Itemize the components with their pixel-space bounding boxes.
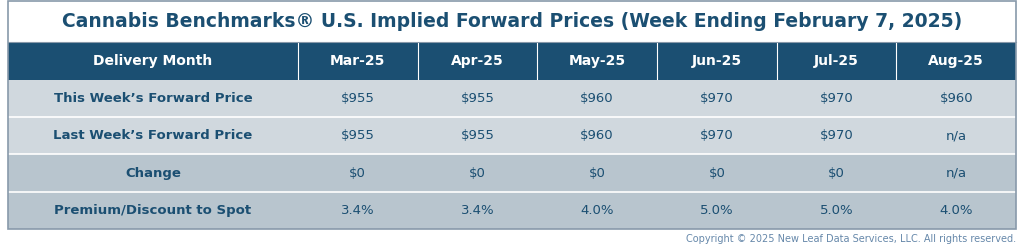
Bar (8, 154, 1016, 192)
Text: This Week’s Forward Price: This Week’s Forward Price (53, 92, 252, 105)
Text: Copyright © 2025 New Leaf Data Services, LLC. All rights reserved.: Copyright © 2025 New Leaf Data Services,… (686, 234, 1016, 244)
Bar (8, 1, 1016, 42)
Text: 3.4%: 3.4% (341, 204, 375, 217)
Text: 5.0%: 5.0% (700, 204, 733, 217)
Text: $0: $0 (469, 167, 485, 180)
Text: n/a: n/a (946, 167, 967, 180)
Text: $0: $0 (349, 167, 367, 180)
Text: Change: Change (125, 167, 181, 180)
Text: $970: $970 (819, 129, 853, 142)
Text: $0: $0 (828, 167, 845, 180)
Text: $960: $960 (581, 92, 614, 105)
Text: $970: $970 (819, 92, 853, 105)
Text: 5.0%: 5.0% (820, 204, 853, 217)
Text: Premium/Discount to Spot: Premium/Discount to Spot (54, 204, 252, 217)
Text: 3.4%: 3.4% (461, 204, 495, 217)
Text: $960: $960 (939, 92, 973, 105)
Text: Jul-25: Jul-25 (814, 54, 859, 68)
Text: 4.0%: 4.0% (581, 204, 614, 217)
Text: $955: $955 (461, 129, 495, 142)
Text: $0: $0 (589, 167, 605, 180)
Text: $0: $0 (709, 167, 725, 180)
Text: $955: $955 (341, 129, 375, 142)
Text: Last Week’s Forward Price: Last Week’s Forward Price (53, 129, 253, 142)
Text: Delivery Month: Delivery Month (93, 54, 213, 68)
Bar (8, 42, 1016, 80)
Text: $970: $970 (700, 92, 734, 105)
Text: $955: $955 (341, 92, 375, 105)
Text: $970: $970 (700, 129, 734, 142)
Bar (8, 192, 1016, 229)
Bar (8, 117, 1016, 154)
Text: Mar-25: Mar-25 (330, 54, 385, 68)
Text: n/a: n/a (946, 129, 967, 142)
Text: Apr-25: Apr-25 (451, 54, 504, 68)
Text: Jun-25: Jun-25 (692, 54, 742, 68)
Text: $955: $955 (461, 92, 495, 105)
Text: Aug-25: Aug-25 (929, 54, 984, 68)
Text: Cannabis Benchmarks® U.S. Implied Forward Prices (Week Ending February 7, 2025): Cannabis Benchmarks® U.S. Implied Forwar… (61, 12, 963, 31)
Bar (8, 80, 1016, 117)
Text: May-25: May-25 (568, 54, 626, 68)
Text: $960: $960 (581, 129, 614, 142)
Text: 4.0%: 4.0% (939, 204, 973, 217)
